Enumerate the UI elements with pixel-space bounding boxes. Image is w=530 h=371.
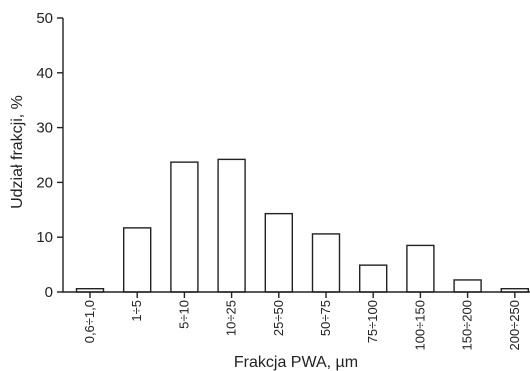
y-tick-label: 20 [36,174,53,191]
bars-group [75,158,529,293]
bar [170,161,199,293]
x-category-label: 10÷25 [224,300,239,336]
x-category-label: 0,6÷1,0 [82,300,97,343]
bar [359,264,388,293]
x-category-label: 75÷100 [365,300,380,343]
y-axis-ticks: 0 10 20 30 40 50 [36,10,63,301]
bar [217,158,246,293]
x-category-label: 100÷150 [412,300,427,351]
x-category-label: 200÷250 [507,300,522,351]
x-category-label: 1÷5 [129,300,144,322]
y-tick-label: 0 [45,284,53,301]
bar [406,244,435,293]
bar [264,212,293,293]
x-axis-title: Frakcja PWA, µm [234,354,358,371]
x-category-label: 25÷50 [271,300,286,336]
y-tick-label: 50 [36,10,53,27]
x-category-label: 5÷10 [176,300,191,329]
y-tick-label: 40 [36,65,53,82]
x-category-label: 150÷200 [460,300,475,351]
bar [122,227,152,293]
axis-frame [62,18,530,293]
y-axis-title: Udział frakcji, % [9,95,26,209]
x-category-label: 50÷75 [318,300,333,336]
bar [453,279,482,293]
y-tick-label: 30 [36,120,53,137]
x-axis-ticks: 0,6÷1,0 1÷5 5÷10 10÷25 25÷50 50÷75 75÷100 100÷1… [82,292,522,351]
y-tick-label: 10 [36,229,53,246]
bar [311,233,341,293]
